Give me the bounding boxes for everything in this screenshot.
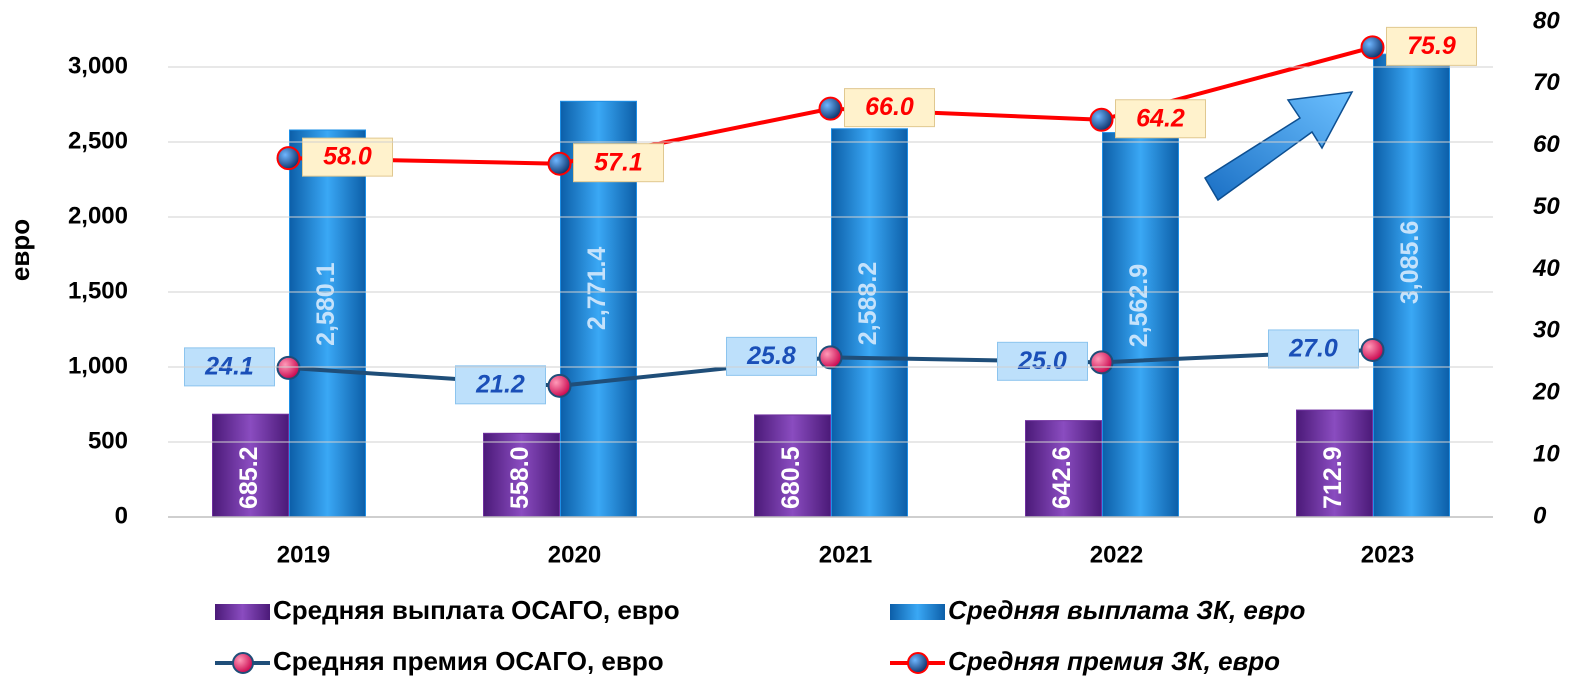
- bar-value-label: 642.6: [1048, 446, 1076, 509]
- marker: [820, 346, 842, 368]
- legend: Средняя выплата ОСАГО, евро Средняя выпла…: [215, 595, 1305, 676]
- x-tick-label: 2023: [1361, 541, 1414, 568]
- line-value-label: 57.1: [594, 148, 643, 176]
- marker: [278, 357, 300, 379]
- y-tick-label: 3,000: [68, 52, 128, 79]
- bar-value-label: 2,580.1: [312, 262, 340, 346]
- y2-tick-label: 70: [1533, 69, 1560, 96]
- bar-value-label: 685.2: [235, 446, 263, 509]
- x-tick-label: 2019: [277, 541, 330, 568]
- y-tick-label: 1,000: [68, 352, 128, 379]
- line-value-label: 24.1: [204, 352, 254, 380]
- bar-value-label: 2,771.4: [583, 247, 611, 331]
- chart: евро 685.2 558.0 680.5 642.6 712.9 2,580.1 2,7…: [0, 0, 1588, 687]
- y2-tick-label: 20: [1532, 379, 1560, 406]
- marker: [549, 153, 571, 175]
- y-tick-label: 2,000: [68, 202, 128, 229]
- bar-value-label: 680.5: [777, 446, 805, 509]
- legend-swatch: [215, 604, 270, 620]
- y-tick-label: 1,500: [68, 277, 128, 304]
- marker: [278, 147, 300, 169]
- marker: [1091, 351, 1113, 373]
- bar-value-label: 2,562.9: [1125, 264, 1153, 347]
- x-tick-label: 2021: [819, 541, 872, 568]
- y2-tick-label: 0: [1533, 502, 1547, 529]
- y-tick-label: 0: [115, 502, 128, 529]
- marker: [1362, 339, 1384, 361]
- legend-marker: [233, 653, 253, 673]
- legend-label: Средняя выплата ЗК, евро: [948, 595, 1305, 625]
- line-value-label: 21.2: [475, 370, 525, 398]
- y2-tick-label: 10: [1533, 440, 1560, 467]
- legend-swatch: [890, 604, 945, 620]
- y2-tick-label: 30: [1533, 317, 1560, 344]
- y-tick-label: 500: [88, 427, 128, 454]
- legend-label: Средняя премия ОСАГО, евро: [273, 646, 664, 676]
- line-value-label: 25.8: [746, 342, 796, 370]
- y2-tick-label: 40: [1532, 255, 1560, 282]
- y2-tick-label: 60: [1533, 131, 1560, 158]
- decor-arrow: [1205, 92, 1352, 200]
- legend-label: Средняя премия ЗК, евро: [948, 646, 1280, 676]
- line-value-label: 75.9: [1407, 32, 1456, 60]
- y-axis-title: евро: [5, 219, 35, 281]
- marker: [1362, 36, 1384, 58]
- x-tick-label: 2022: [1090, 541, 1143, 568]
- bar-value-label: 558.0: [506, 446, 534, 509]
- line-value-label: 64.2: [1136, 104, 1185, 132]
- x-tick-label: 2020: [548, 541, 601, 568]
- marker: [820, 98, 842, 120]
- line-value-label: 25.0: [1017, 347, 1067, 375]
- line-value-label: 27.0: [1288, 335, 1338, 363]
- line-value-label: 66.0: [865, 93, 914, 121]
- y-tick-label: 2,500: [68, 127, 128, 154]
- marker: [1091, 109, 1113, 131]
- plot-area: 685.2 558.0 680.5 642.6 712.9 2,580.1 2,771.4 2…: [185, 27, 1477, 517]
- marker: [549, 375, 571, 397]
- y2-tick-label: 50: [1533, 193, 1560, 220]
- line-value-label: 58.0: [323, 143, 372, 171]
- bar-value-label: 2,588.2: [854, 262, 882, 345]
- legend-label: Средняя выплата ОСАГО, евро: [273, 595, 680, 625]
- legend-marker: [908, 653, 928, 673]
- bar-value-label: 712.9: [1319, 446, 1347, 509]
- y2-tick-label: 80: [1533, 7, 1560, 34]
